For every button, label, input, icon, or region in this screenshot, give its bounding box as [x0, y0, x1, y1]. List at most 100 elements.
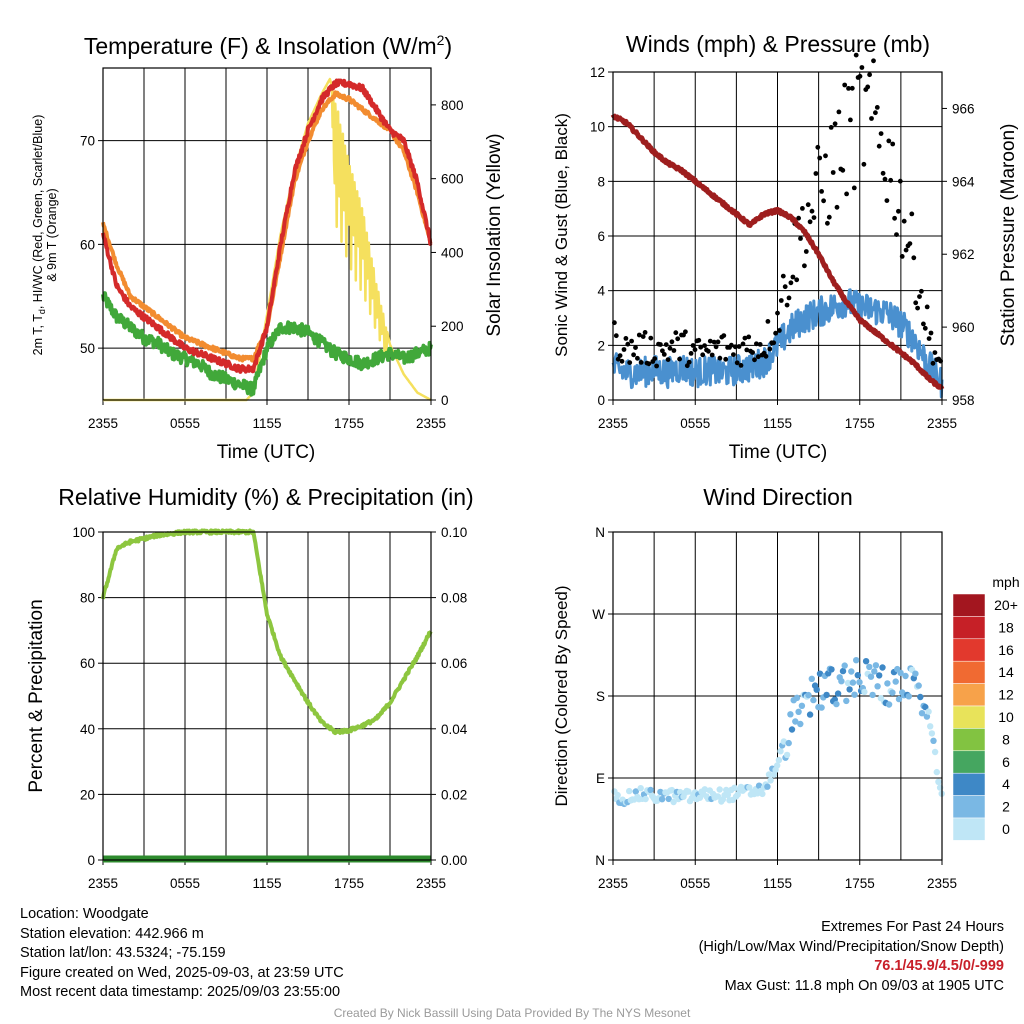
direction-point — [895, 695, 903, 703]
latlon-text: Station lat/lon: 43.5324; -75.159 — [20, 945, 226, 961]
gust-point — [765, 319, 771, 324]
y-tick-label: 10 — [590, 120, 605, 135]
colorbar-label: 4 — [1002, 776, 1010, 792]
x-tick-label: 2355 — [416, 876, 446, 891]
direction-point — [931, 748, 939, 756]
direction-point — [828, 666, 835, 673]
gust-point — [832, 121, 838, 127]
direction-point — [861, 688, 868, 696]
direction-point — [869, 691, 876, 699]
gust-point — [665, 357, 671, 362]
y-tick-label: 6 — [597, 229, 605, 244]
plot-frame — [102, 531, 432, 861]
temperature-xlabel: Time (UTC) — [217, 442, 316, 463]
y2-tick-label: 400 — [441, 245, 464, 260]
plot-frame — [612, 71, 943, 401]
gust-point — [890, 141, 896, 147]
direction-point — [927, 723, 934, 730]
gust-point — [692, 347, 698, 353]
direction-point — [787, 711, 794, 718]
gust-point — [922, 325, 928, 331]
gust-point — [899, 254, 905, 259]
direction-point — [872, 662, 880, 669]
direction-point — [764, 783, 771, 790]
direction-point — [714, 793, 722, 800]
gust-point — [675, 336, 681, 342]
direction-point — [879, 664, 886, 671]
x-tick-label: 2355 — [927, 876, 957, 891]
gust-point — [629, 338, 634, 344]
colorbar-swatch — [952, 705, 986, 729]
gust-point — [696, 337, 702, 343]
colorbar-label: 20+ — [994, 597, 1018, 613]
gust-point — [836, 109, 842, 115]
gust-point — [930, 360, 936, 366]
direction-point — [685, 788, 692, 795]
direction-point — [915, 682, 922, 689]
x-tick-label: 0555 — [170, 416, 200, 431]
direction-point — [885, 701, 893, 708]
direction-point — [792, 718, 799, 725]
direction-point — [922, 703, 929, 711]
gust-point — [638, 360, 644, 365]
colorbar-swatch — [952, 795, 986, 819]
direction-point — [925, 708, 932, 715]
direction-point — [838, 678, 845, 685]
y-tick-label: 12 — [590, 65, 605, 80]
gust-point — [823, 153, 828, 159]
gust-point — [777, 328, 782, 333]
x-tick-label: 2355 — [927, 416, 957, 431]
x-tick-label: 1155 — [763, 416, 792, 431]
location-text: Location: Woodgate — [20, 906, 149, 922]
gust-point — [800, 206, 805, 211]
gust-point — [919, 288, 924, 294]
direction-point — [923, 713, 931, 720]
direction-point — [846, 686, 853, 693]
gust-point — [706, 348, 711, 354]
x-tick-label: 0555 — [680, 416, 710, 431]
gust-point — [869, 116, 874, 121]
gust-point — [673, 330, 679, 336]
gust-point — [690, 343, 696, 348]
gust-point — [667, 345, 673, 351]
gust-point — [796, 215, 801, 221]
colorbar-label: 10 — [998, 709, 1014, 725]
direction-point — [626, 787, 633, 795]
y-tick-label: N — [595, 525, 605, 540]
gust-point — [901, 218, 907, 224]
gust-point — [755, 354, 761, 360]
y2-tick-label: 960 — [952, 320, 975, 335]
direction-chart: N E S W N 2355 0555 1155 1755 2355 — [592, 525, 957, 891]
direction-point — [665, 795, 672, 803]
gust-point — [711, 339, 717, 345]
x-tick-label: 2355 — [416, 416, 446, 431]
x-tick-label: 1155 — [763, 876, 792, 891]
gust-point — [897, 178, 903, 184]
y-tick-label: 0 — [597, 393, 605, 408]
gust-point — [784, 302, 790, 308]
direction-point — [856, 679, 863, 686]
gust-point — [865, 84, 871, 90]
gust-point — [780, 273, 786, 279]
y-tick-label: 20 — [80, 787, 95, 802]
direction-point — [892, 678, 899, 685]
humidity-chart: 0 20 40 60 80 100 0.00 0.02 0.04 0.06 0.08 0.10 2355… — [72, 525, 467, 891]
y-tick-label: N — [595, 853, 605, 868]
direction-point — [839, 667, 847, 675]
gust-point — [817, 155, 823, 161]
direction-point — [816, 670, 824, 677]
gust-point — [646, 361, 652, 367]
colorbar-swatch — [952, 817, 986, 841]
direction-point — [746, 784, 753, 791]
y2-tick-label: 0 — [441, 393, 449, 408]
gust-point — [794, 277, 800, 283]
direction-point — [884, 680, 891, 687]
gust-point — [840, 167, 846, 173]
winds-panel-title: Winds (mph) & Pressure (mb) — [626, 31, 930, 57]
gust-point — [932, 350, 938, 355]
extremes-title: Extremes For Past 24 Hours — [821, 919, 1004, 935]
gust-point — [778, 298, 784, 303]
direction-point — [889, 689, 896, 696]
gust-point — [853, 52, 859, 58]
gust-point — [613, 333, 619, 339]
